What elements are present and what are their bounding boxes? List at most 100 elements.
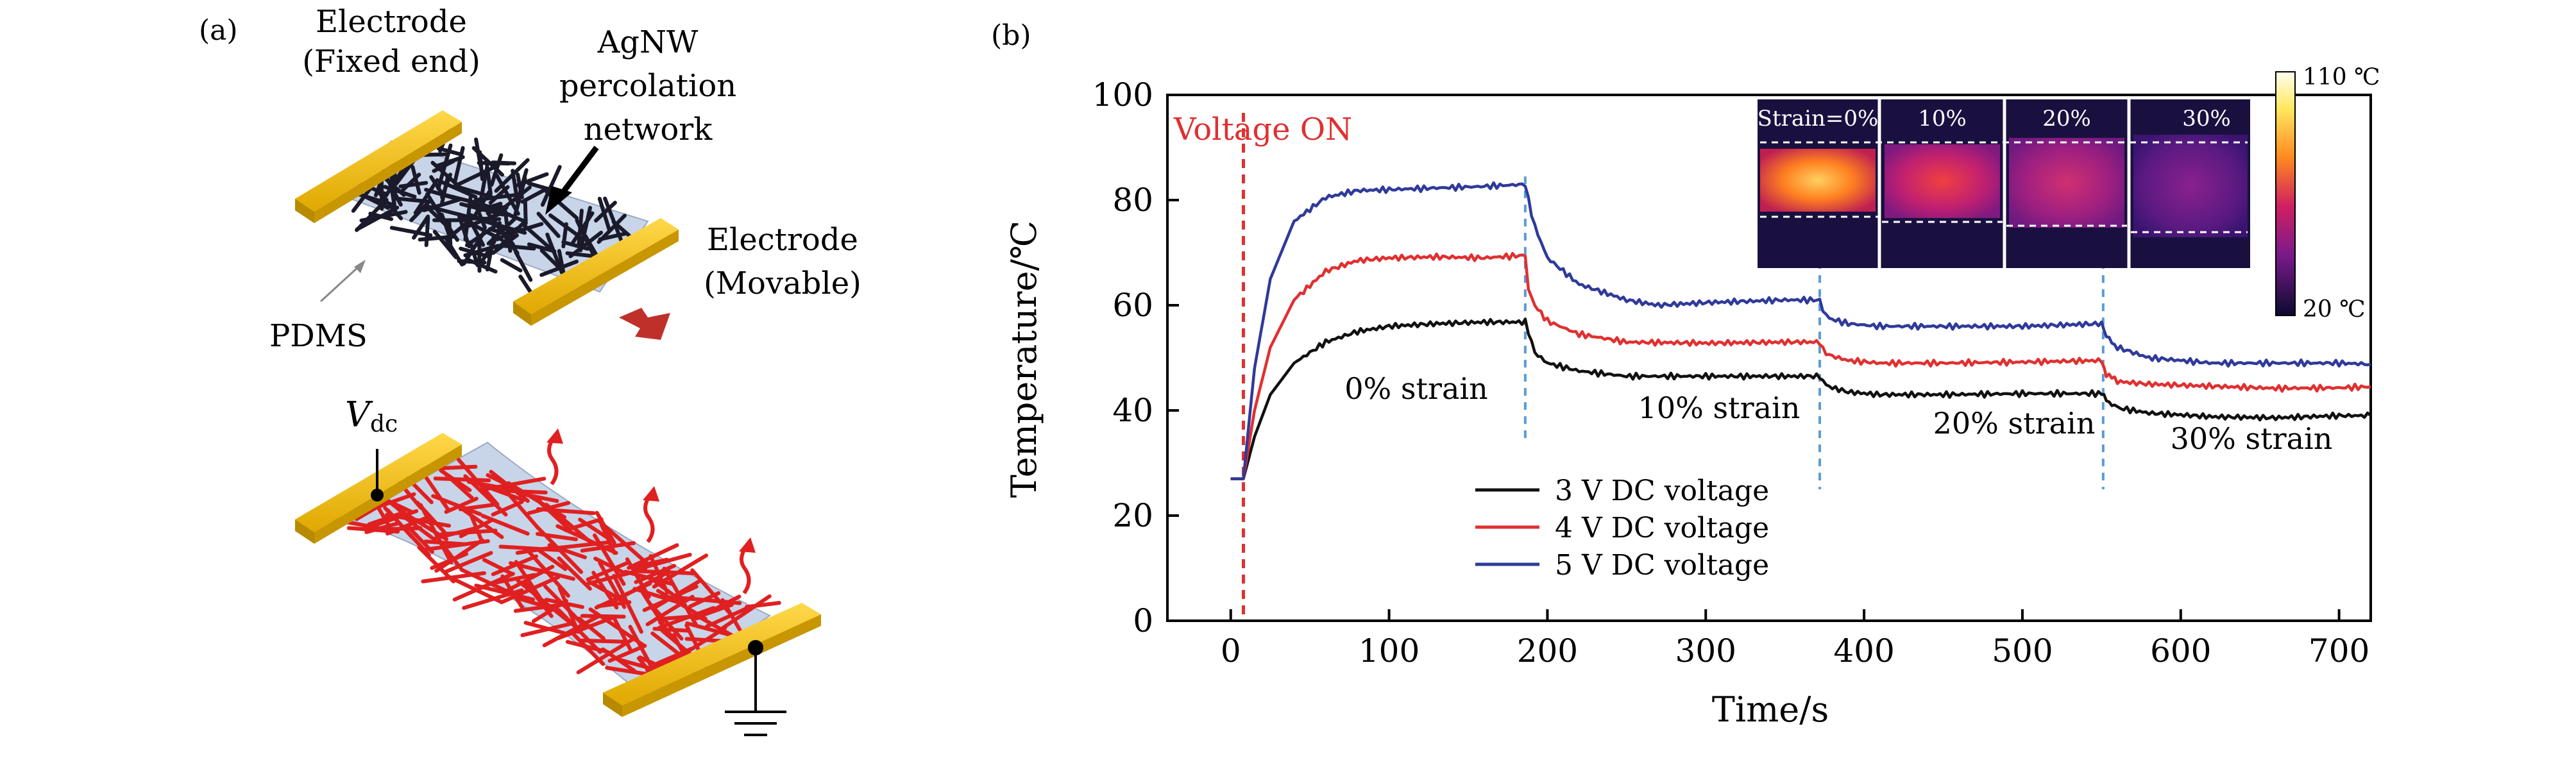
colorbar-max-label: 110 ℃ bbox=[2303, 64, 2380, 90]
nanowire bbox=[502, 564, 555, 594]
nanowire bbox=[494, 207, 527, 223]
y-tick-label: 100 bbox=[1092, 76, 1153, 114]
nanowire bbox=[433, 476, 491, 483]
thermal-frame-0 bbox=[1758, 99, 1878, 268]
nanowire bbox=[422, 197, 462, 212]
electrode-movable-bottom bbox=[603, 603, 821, 717]
pdms-label: PDMS bbox=[269, 318, 368, 354]
nanowire bbox=[500, 258, 523, 273]
nanowire bbox=[535, 547, 568, 571]
movement-arrow bbox=[619, 308, 670, 340]
nanowire bbox=[656, 589, 708, 621]
x-tick-label: 400 bbox=[1833, 632, 1894, 670]
agnw-label-2: percolation bbox=[559, 68, 736, 104]
nanowire bbox=[400, 173, 421, 192]
nanowire bbox=[605, 666, 650, 677]
nanowire bbox=[587, 580, 626, 603]
nanowire bbox=[514, 250, 533, 282]
nanowire bbox=[688, 591, 721, 609]
nanowire bbox=[494, 158, 530, 193]
thermal-frame-10 bbox=[1882, 99, 2003, 268]
nanowire bbox=[491, 160, 516, 165]
nanowire bbox=[607, 644, 647, 663]
thermal-frame-30 bbox=[2131, 99, 2250, 268]
nanowire bbox=[468, 212, 512, 233]
series-line-3v bbox=[1230, 317, 2372, 480]
y-tick-label: 40 bbox=[1112, 392, 1153, 429]
strain-label-0: 0% strain bbox=[1344, 371, 1487, 406]
nanowire bbox=[441, 192, 480, 205]
x-axis-label: Time/s bbox=[1712, 689, 1829, 730]
nanowire bbox=[458, 502, 497, 512]
nanowire bbox=[542, 614, 602, 648]
colorbar-min-label: 20 ℃ bbox=[2303, 296, 2366, 323]
nanowire bbox=[518, 596, 561, 612]
nanowire bbox=[563, 517, 604, 532]
y-axis: 0 20 40 60 80 100 bbox=[1092, 76, 1179, 639]
nanowire bbox=[513, 176, 527, 219]
thermal-frame-20 bbox=[2006, 99, 2127, 268]
nanowire bbox=[597, 519, 651, 567]
nanowire bbox=[540, 165, 562, 207]
nanowire bbox=[432, 230, 458, 260]
inset-label-30: 30% bbox=[2182, 106, 2231, 131]
nanowire bbox=[520, 222, 552, 251]
electrode-movable-label-1: Electrode bbox=[707, 222, 858, 258]
nanowire bbox=[488, 185, 510, 205]
nanowire bbox=[477, 165, 489, 210]
nanowire bbox=[355, 501, 387, 521]
nanowire bbox=[420, 469, 450, 512]
pdms-pointer-arrow bbox=[319, 260, 366, 303]
electrode-fixed-label-2: (Fixed end) bbox=[302, 44, 480, 80]
nanowire bbox=[346, 526, 400, 534]
legend-label: 4 V DC voltage bbox=[1555, 512, 1769, 544]
y-tick-label: 80 bbox=[1112, 181, 1153, 219]
ground-icon bbox=[725, 640, 786, 736]
nanowire bbox=[613, 617, 634, 653]
vdc-terminal bbox=[371, 449, 384, 501]
nanowire bbox=[468, 219, 486, 247]
x-axis: 0 100 200 300 400 500 600 700 bbox=[1221, 609, 2369, 670]
y-tick-label: 20 bbox=[1112, 497, 1153, 534]
series-line-5v bbox=[1230, 181, 2371, 480]
nanowire bbox=[466, 258, 498, 274]
agnw-pointer-arrow bbox=[545, 146, 599, 215]
nanowire bbox=[473, 203, 487, 230]
y-axis-label: Temperature/℃ bbox=[1004, 221, 1044, 498]
nanowire bbox=[463, 244, 500, 258]
nanowire bbox=[656, 646, 693, 666]
nanowire bbox=[409, 201, 430, 223]
voltage-on-label: Voltage ON bbox=[1173, 112, 1352, 147]
nanowire bbox=[632, 553, 692, 572]
nanowire bbox=[471, 146, 504, 177]
nanowire bbox=[355, 192, 394, 206]
electrode-fixed-label-1: Electrode bbox=[316, 4, 467, 40]
nanowire bbox=[464, 203, 509, 210]
nanowire bbox=[480, 514, 530, 536]
heat-arrows bbox=[547, 435, 751, 594]
nanowire bbox=[576, 637, 636, 675]
nanowire bbox=[418, 503, 453, 565]
nanowire bbox=[466, 210, 507, 228]
nanowire bbox=[537, 500, 571, 531]
nanowire bbox=[593, 557, 627, 575]
nanowire bbox=[424, 216, 430, 248]
nanowire bbox=[579, 638, 631, 644]
panel-a-label: (a) bbox=[199, 14, 238, 47]
nanowire bbox=[577, 616, 606, 641]
nanowire bbox=[434, 538, 484, 573]
electrode-movable-top bbox=[513, 218, 679, 326]
nanowire bbox=[579, 206, 592, 253]
agnw-label-1: AgNW bbox=[597, 24, 699, 60]
x-tick-label: 500 bbox=[1992, 632, 2053, 670]
nanowire bbox=[489, 469, 530, 503]
nanowire bbox=[444, 551, 493, 574]
nanowire bbox=[458, 185, 493, 199]
nanowire bbox=[439, 468, 472, 493]
legend: 3 V DC voltage 4 V DC voltage 5 V DC volta… bbox=[1475, 475, 1769, 582]
thermal-inset: Strain=0% 10% 20% 30% bbox=[1758, 99, 2250, 268]
nanowire bbox=[482, 558, 514, 576]
nanowire bbox=[657, 606, 716, 630]
agnw-label-3: network bbox=[584, 112, 713, 147]
plot-frame bbox=[1166, 94, 2372, 622]
